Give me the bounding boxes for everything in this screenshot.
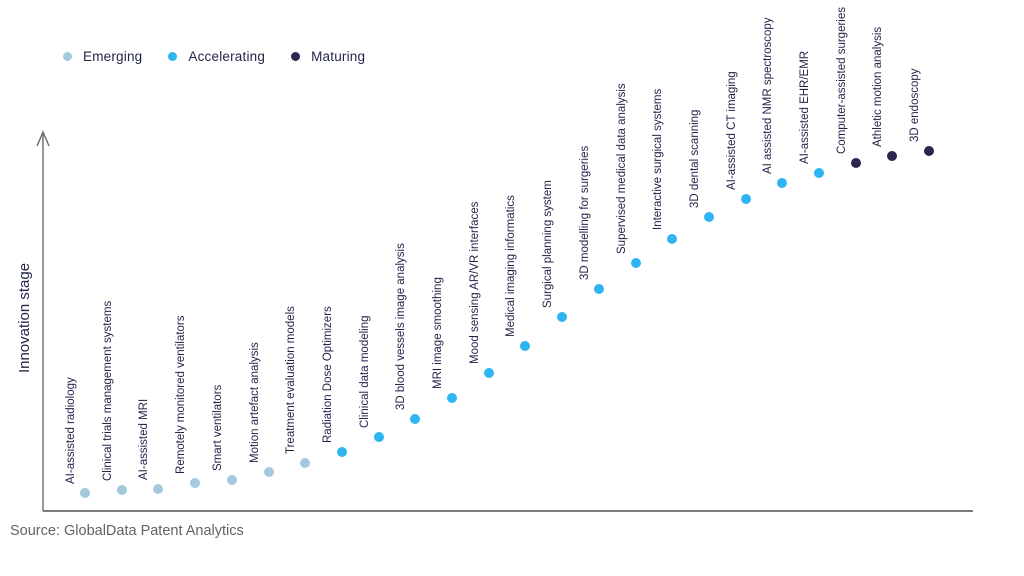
data-point-dot [850, 157, 861, 168]
data-point-label: AI-assisted MRI [138, 398, 151, 480]
data-point-label: Remotely monitored ventilators [175, 315, 188, 475]
data-point-dot [263, 466, 274, 477]
data-point-label: Supervised medical data analysis [615, 83, 628, 254]
legend-item-emerging: Emerging [63, 49, 142, 64]
data-point-dot [667, 234, 678, 245]
data-point-label: AI assisted NMR spectroscopy [762, 17, 775, 175]
data-point-dot [630, 257, 641, 268]
source-text: Source: GlobalData Patent Analytics [10, 523, 244, 539]
data-point-label: Treatment evaluation models [285, 305, 298, 454]
data-point-dot [410, 413, 421, 424]
legend-label: Accelerating [188, 49, 266, 64]
data-point-dot [777, 178, 788, 189]
data-point-dot [80, 487, 90, 498]
data-point-dot [557, 311, 568, 322]
data-point-label: 3D blood vessels image analysis [395, 243, 408, 410]
legend-dot-icon [168, 52, 178, 61]
data-point-label: 3D modelling for surgeries [578, 145, 591, 281]
data-point-label: Clinical data modeling [358, 315, 371, 428]
data-point-label: Motion artefact analysis [248, 342, 261, 463]
data-point-dot [153, 483, 164, 494]
legend: Emerging Accelerating Maturing [63, 49, 365, 64]
data-point-dot [740, 193, 751, 204]
data-point-dot [483, 368, 494, 378]
legend-item-maturing: Maturing [291, 49, 365, 64]
data-point-dot [116, 484, 127, 495]
data-point-label: Surgical planning system [542, 180, 555, 308]
data-point-dot [447, 393, 457, 404]
data-point-label: AI-assisted radiology [65, 377, 77, 484]
data-point-dot [300, 457, 311, 468]
data-point-dot [924, 146, 935, 157]
data-point-dot [520, 340, 531, 351]
data-point-label: Radiation Dose Optimizers [321, 306, 334, 443]
data-point-label: 3D endoscopy [909, 68, 922, 143]
data-point-dot [373, 431, 384, 442]
data-point-label: Interactive surgical systems [652, 88, 665, 231]
data-point-dot [887, 151, 898, 162]
data-point-label: Smart ventilators [211, 384, 224, 472]
data-point-dot [703, 211, 714, 222]
data-point-dot [226, 475, 237, 486]
legend-label: Emerging [83, 49, 143, 64]
legend-dot-icon [291, 52, 301, 61]
data-point-label: 3D dental scanning [688, 109, 701, 208]
data-point-label: AI-assisted CT imaging [725, 71, 738, 190]
legend-dot-icon [63, 52, 72, 61]
data-point-label: AI-assisted EHR/EMR [799, 50, 811, 164]
legend-item-accelerating: Accelerating [168, 49, 265, 64]
data-point-dot [336, 446, 347, 457]
legend-label: Maturing [311, 49, 366, 64]
data-point-dot [190, 478, 201, 489]
data-point-dot [814, 167, 824, 178]
data-point-label: Athletic motion analysis [872, 26, 885, 148]
data-point-label: Clinical trials management systems [101, 300, 114, 481]
data-point-label: Computer-assisted surgeries [835, 6, 848, 154]
data-point-label: MRI image smoothing [432, 277, 444, 390]
data-point-dot [593, 284, 604, 295]
data-point-label: Medical imaging informatics [505, 195, 518, 337]
y-axis-arrow-icon [36, 130, 50, 147]
data-point-label: Mood sensing AR/VR interfaces [468, 201, 481, 364]
